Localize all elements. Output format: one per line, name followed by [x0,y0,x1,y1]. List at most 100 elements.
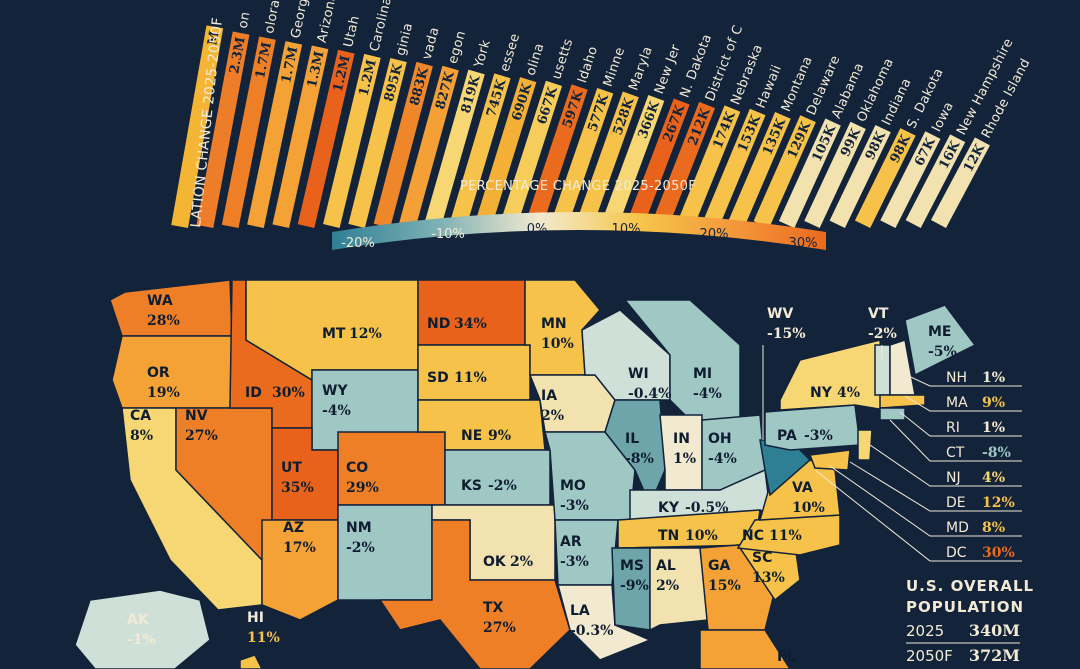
legend-ticks: -20% -10% 0% 10% 20% 30% [341,222,817,251]
side-state-code: RI [946,420,960,436]
callout-line [889,419,1022,462]
bar-group: M [171,25,224,228]
state-ga [699,544,776,631]
bar [576,91,639,228]
state-code-label: KY [658,500,680,516]
legend-tick-label: 0% [527,222,548,237]
state-ny [779,339,886,411]
state-code-label: GA [708,558,730,574]
bar [424,69,485,228]
state-pct-label: 8% [130,428,153,444]
bar [753,115,816,228]
bar [449,73,511,228]
bar [399,65,459,228]
bar [196,31,250,228]
state-pct-label: -4% [322,403,351,419]
callout-line [829,465,1022,537]
state-tx [378,519,571,669]
bar [297,49,355,228]
bar-value-label: 895K [382,62,406,104]
bar-group: 2.3M on [196,10,253,228]
overall-title-line1: U.S. OVERALL [906,577,1034,595]
state-pct-label: 2% [541,408,564,424]
state-pct-label: 11% [769,528,802,544]
state-code-label: CO [346,460,368,476]
bar [348,57,407,228]
overall-2025-year: 2025 [906,622,944,640]
state-ar [554,519,619,586]
state-code-label: NC [742,528,764,544]
bar-state-label: egon [446,29,469,65]
bar [652,101,716,228]
small-states-list: NH 1% MA 9% RI 1% CT -8% NJ 4% DE 12% MD 8% DC 30% [814,370,1022,562]
state-code-label: OK [483,554,507,570]
bar-value-label: 883K [408,66,432,108]
bar [626,98,690,228]
side-state-code: NJ [946,470,961,486]
state-ma [879,394,926,409]
state-pct-label: 28% [147,313,180,329]
state-pct-label: -2% [488,478,517,494]
legend-gradient-band [332,212,826,250]
side-state-code: DC [946,545,967,561]
state-pct-label: -2% [868,326,897,342]
state-code-label: SD [427,370,449,386]
state-pct-label: 35% [281,480,314,496]
state-pct-label: -9% [620,578,649,594]
state-code-label: MO [560,478,586,494]
state-code-label: TX [483,600,504,616]
state-pct-label: 34% [454,316,487,332]
state-code-label: VT [868,306,889,322]
state-code-label: IL [625,431,639,447]
bar [728,112,791,228]
bar [221,36,276,228]
side-state-pct: 1% [982,420,1005,436]
bar-state-label: Minne [601,45,628,88]
bar [247,41,303,228]
overall-population: U.S. OVERALL POPULATION 2025 340M 2050F … [906,577,1034,665]
state-code-label: AR [560,534,582,550]
state-ct [879,407,906,421]
bar-state-label: Arizona [315,0,341,44]
legend-tick-label: -20% [341,236,375,251]
state-pct-label: 9% [488,428,511,444]
state-pct-label: 11% [247,630,280,646]
state-pct-label: 10% [685,528,718,544]
bar [525,84,588,228]
state-pct-label: -3% [804,428,833,444]
state-pct-label: -5% [928,344,957,360]
legend-tick-label: 10% [612,222,641,237]
state-pct-label: 4% [837,385,860,401]
side-state-pct: -8% [982,445,1011,461]
state-fl [699,629,791,669]
side-state-pct: 1% [982,370,1005,386]
state-ak [74,589,211,669]
state-code-label: VA [792,480,813,496]
side-state-code: MA [946,395,968,411]
bar-state-label: essee [498,32,524,74]
state-code-label: MT [322,326,346,342]
bar-state-label: Iowa [929,99,957,134]
bar-state-label: Utah [341,14,363,49]
bar-state-label: usetts [549,37,576,81]
state-code-label: OH [708,431,732,447]
overall-2025-value: 340M [969,621,1020,640]
bar [323,53,381,228]
bar [500,80,563,228]
state-code-label: OR [147,365,170,381]
state-pct-label: 13% [752,570,785,586]
state-code-label: LA [570,603,590,619]
state-hi [239,654,263,669]
state-la [557,584,652,661]
state-pct-label: -15% [767,326,806,342]
bar-state-label: olina [523,42,547,78]
bar-state-label: Maryla [626,45,655,93]
bar [550,87,614,228]
state-code-label: MS [620,558,644,574]
state-code-label: NV [185,408,208,424]
bar-value-label: 1.2M [331,54,354,93]
state-code-label: KS [461,478,482,494]
state-pct-label: 17% [283,540,316,556]
